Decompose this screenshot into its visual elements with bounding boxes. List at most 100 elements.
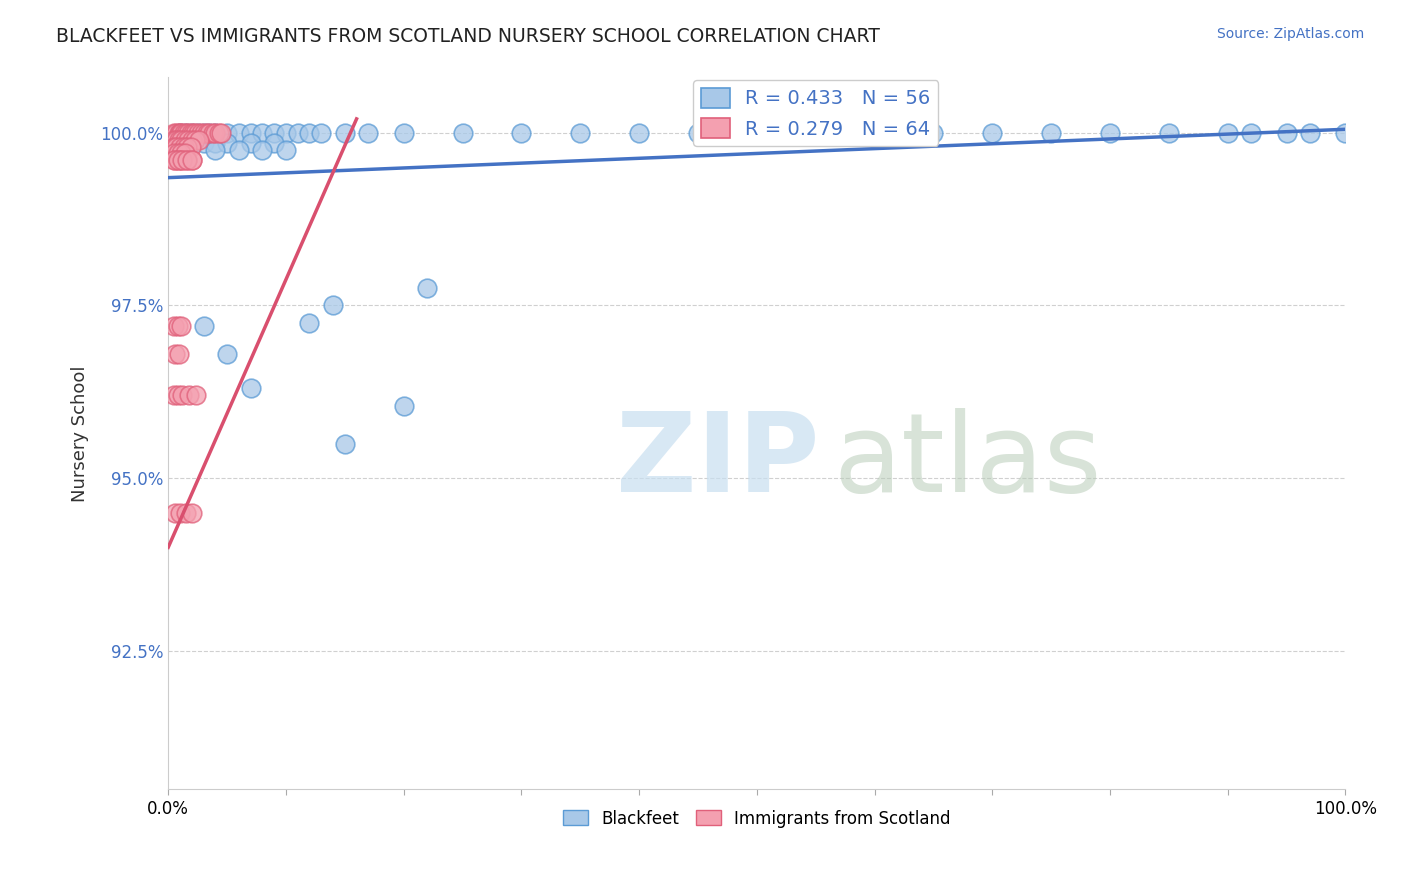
Point [287, 126, 309, 140]
Point [392, 399, 415, 413]
Point [686, 126, 709, 140]
Point [170, 133, 193, 147]
Point [298, 126, 321, 140]
Point [174, 126, 197, 140]
Point [163, 388, 186, 402]
Point [1334, 126, 1357, 140]
Point [193, 126, 215, 140]
Point [1275, 126, 1298, 140]
Point [180, 126, 202, 140]
Point [177, 126, 200, 140]
Point [239, 381, 262, 395]
Point [745, 126, 768, 140]
Point [309, 126, 332, 140]
Point [981, 126, 1004, 140]
Text: Source: ZipAtlas.com: Source: ZipAtlas.com [1216, 27, 1364, 41]
Point [167, 347, 190, 361]
Point [180, 153, 202, 168]
Point [198, 126, 221, 140]
Point [193, 319, 215, 334]
Point [204, 126, 226, 140]
Text: ZIP: ZIP [616, 409, 818, 516]
Point [163, 126, 186, 140]
Point [181, 126, 204, 140]
Point [184, 133, 207, 147]
Point [198, 126, 221, 140]
Point [173, 146, 195, 161]
Point [163, 146, 186, 161]
Point [167, 133, 190, 147]
Point [180, 133, 202, 147]
Point [333, 436, 356, 450]
Legend: Blackfeet, Immigrants from Scotland: Blackfeet, Immigrants from Scotland [557, 803, 957, 834]
Point [176, 153, 198, 168]
Point [166, 146, 188, 161]
Point [193, 136, 215, 150]
Point [217, 136, 239, 150]
Point [177, 133, 200, 147]
Point [167, 153, 190, 168]
Point [176, 153, 198, 168]
Point [163, 133, 186, 147]
Point [174, 126, 197, 140]
Point [163, 319, 186, 334]
Point [166, 153, 188, 168]
Point [1216, 126, 1239, 140]
Point [628, 126, 651, 140]
Point [239, 136, 262, 150]
Point [176, 139, 198, 153]
Point [392, 126, 415, 140]
Point [569, 126, 592, 140]
Point [195, 126, 218, 140]
Point [170, 126, 193, 140]
Text: atlas: atlas [834, 409, 1102, 516]
Point [228, 126, 250, 140]
Point [163, 153, 186, 168]
Point [173, 133, 195, 147]
Point [172, 388, 194, 402]
Point [274, 126, 297, 140]
Point [510, 126, 533, 140]
Point [172, 153, 194, 168]
Point [201, 126, 224, 140]
Point [209, 126, 232, 140]
Point [180, 136, 202, 150]
Point [169, 506, 191, 520]
Point [180, 153, 202, 168]
Point [357, 126, 380, 140]
Point [173, 139, 195, 153]
Point [172, 153, 194, 168]
Point [165, 133, 187, 147]
Point [169, 126, 191, 140]
Point [169, 126, 191, 140]
Point [1157, 126, 1180, 140]
Point [204, 136, 226, 150]
Point [180, 126, 202, 140]
Point [252, 126, 274, 140]
Point [166, 388, 188, 402]
Point [208, 126, 231, 140]
Point [217, 347, 239, 361]
Point [169, 139, 191, 153]
Point [187, 126, 209, 140]
Point [163, 139, 186, 153]
Point [298, 316, 321, 330]
Point [228, 143, 250, 157]
Point [170, 319, 193, 334]
Point [1040, 126, 1063, 140]
Point [187, 126, 209, 140]
Point [180, 139, 202, 153]
Point [1299, 126, 1322, 140]
Point [333, 126, 356, 140]
Point [1240, 126, 1263, 140]
Y-axis label: Nursery School: Nursery School [72, 365, 89, 501]
Point [274, 143, 297, 157]
Point [863, 126, 886, 140]
Point [263, 136, 285, 150]
Point [193, 126, 215, 140]
Point [166, 319, 188, 334]
Point [170, 146, 193, 161]
Point [184, 126, 207, 140]
Point [187, 133, 209, 147]
Point [263, 126, 285, 140]
